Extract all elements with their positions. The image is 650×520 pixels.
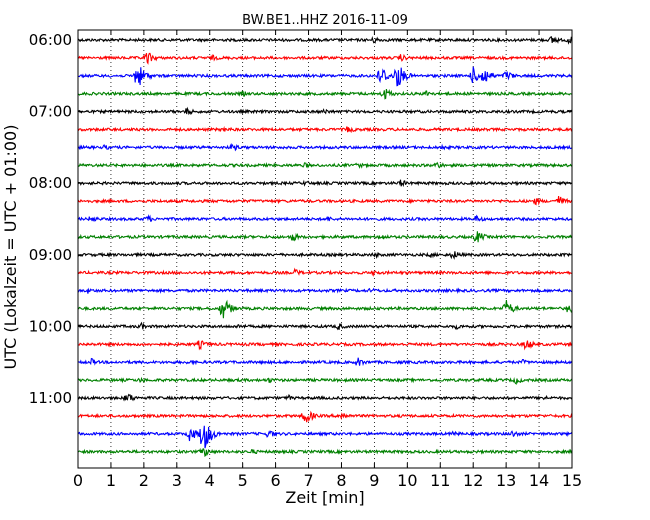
y-tick-label: 09:00 xyxy=(29,246,72,264)
x-tick-label: 1 xyxy=(106,471,116,490)
x-tick-label: 4 xyxy=(205,471,215,490)
x-tick-label: 3 xyxy=(172,471,182,490)
trace-1100 xyxy=(77,393,573,402)
trace-0930 xyxy=(77,287,573,295)
trace-1145 xyxy=(77,447,573,458)
x-tick-label: 12 xyxy=(463,471,483,490)
trace-0815 xyxy=(77,196,573,206)
y-tick-label: 07:00 xyxy=(29,103,72,121)
x-tick-label: 11 xyxy=(430,471,450,490)
x-tick-label: 0 xyxy=(73,471,83,490)
x-axis-label: Zeit [min] xyxy=(285,488,364,507)
trace-1030 xyxy=(77,357,573,367)
trace-0615 xyxy=(77,52,573,65)
trace-0700 xyxy=(77,106,573,116)
grid-layer xyxy=(110,30,540,468)
y-tick-label: 06:00 xyxy=(29,31,72,49)
trace-0645 xyxy=(77,88,573,100)
x-tick-label: 2 xyxy=(139,471,149,490)
trace-1000 xyxy=(77,321,573,331)
tick-layer: 0 1 2 3 4 5 6 7 8 9 10 11 12 13 14 1506:0007:0008:0009:… xyxy=(29,30,582,490)
chart-title: BW.BE1..HHZ 2016-11-09 xyxy=(242,13,408,28)
x-tick-label: 14 xyxy=(529,471,549,490)
trace-0745 xyxy=(77,161,572,169)
y-axis-label: UTC (Lokalzeit = UTC + 01:00) xyxy=(1,125,20,370)
trace-0800 xyxy=(77,179,573,188)
trace-0830 xyxy=(77,214,573,222)
trace-1115 xyxy=(77,410,573,423)
y-tick-label: 10:00 xyxy=(29,317,72,335)
x-tick-label: 15 xyxy=(562,471,582,490)
trace-1015 xyxy=(77,340,573,351)
trace-0715 xyxy=(77,125,573,134)
x-tick-label: 6 xyxy=(271,471,281,490)
x-tick-label: 9 xyxy=(369,471,379,490)
trace-0900 xyxy=(77,251,573,260)
trace-0730 xyxy=(77,143,573,152)
y-tick-label: 08:00 xyxy=(29,174,72,192)
trace-0845 xyxy=(77,231,573,243)
trace-0915 xyxy=(77,267,573,278)
trace-1045 xyxy=(77,376,573,385)
y-tick-label: 11:00 xyxy=(29,389,72,407)
trace-1130 xyxy=(77,425,573,449)
axes-frame xyxy=(77,29,573,469)
trace-0630 xyxy=(77,66,573,87)
x-tick-label: 8 xyxy=(336,471,346,490)
x-tick-label: 5 xyxy=(238,471,248,490)
trace-layer xyxy=(77,35,573,458)
trace-0600 xyxy=(77,35,573,45)
trace-0945 xyxy=(78,299,573,319)
x-tick-label: 10 xyxy=(397,471,417,490)
x-tick-label: 13 xyxy=(496,471,516,490)
x-tick-label: 7 xyxy=(303,471,313,490)
